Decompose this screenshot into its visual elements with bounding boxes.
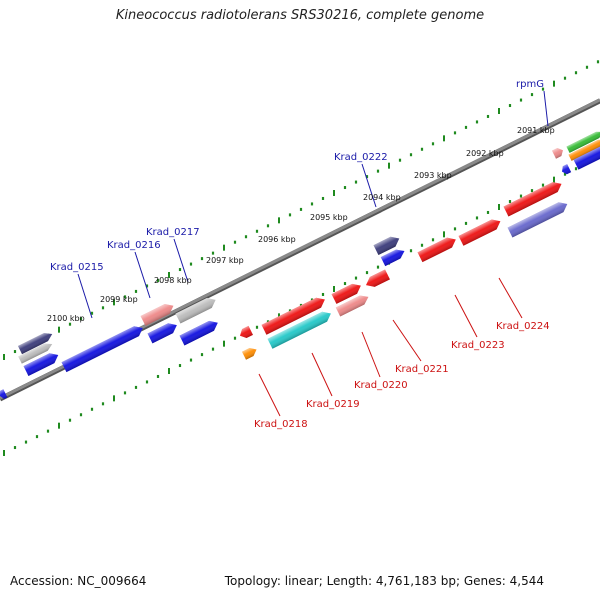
scale-labels: 2091 kbp 2092 kbp 2093 kbp 2094 kbp 2095 kbp… [47, 126, 555, 323]
scale-label: 2096 kbp [258, 235, 296, 244]
gene-arrow-pink-0216[interactable] [140, 301, 176, 326]
gene-arrows [0, 129, 600, 400]
leader-line [258, 373, 281, 417]
gene-label[interactable]: Krad_0219 [306, 399, 360, 410]
length-value: 4,761,183 bp [375, 574, 456, 588]
gene-label[interactable]: Krad_0222 [334, 152, 388, 163]
gene-arrow-orange-0218[interactable] [241, 345, 259, 360]
gene-arrow-rpmg[interactable] [551, 146, 565, 159]
genes-label: Genes: [463, 574, 506, 588]
length-label: Length: [326, 574, 373, 588]
gene-arrow-krad-0219[interactable] [267, 309, 334, 349]
leader-line [361, 163, 377, 208]
leader-line [77, 273, 93, 319]
gene-arrow-krad-0223[interactable] [417, 235, 459, 263]
leader-line [392, 319, 422, 362]
scale-label: 2095 kbp [310, 213, 348, 222]
accession-value: NC_009664 [77, 574, 147, 588]
leader-line [498, 277, 523, 319]
leader-line [134, 251, 151, 299]
accession-label: Accession: [10, 574, 74, 588]
leader-line [173, 238, 189, 283]
gene-label[interactable]: rpmG [516, 79, 544, 90]
gene-arrow-krad-0224-slate[interactable] [507, 199, 570, 238]
leader-line [361, 331, 381, 378]
gene-label[interactable]: Krad_0223 [451, 340, 505, 351]
gene-arrow-blue-long[interactable] [61, 323, 146, 373]
gene-arrow-green[interactable] [566, 129, 600, 153]
gene-label[interactable]: Krad_0221 [395, 364, 449, 375]
genome-stats: Topology: linear; Length: 4,761,183 bp; … [224, 574, 544, 588]
scale-label: 2093 kbp [414, 171, 452, 180]
gene-label[interactable]: Krad_0220 [354, 380, 408, 391]
scale-label: 2097 kbp [206, 256, 244, 265]
gene-label[interactable]: Krad_0217 [146, 227, 200, 238]
gene-arrow-krad-0222-blue[interactable] [380, 246, 407, 267]
topology-label: Topology: [224, 574, 281, 588]
scale-label: 2092 kbp [466, 149, 504, 158]
leader-line [454, 294, 478, 338]
gene-arrow-krad-0220[interactable] [335, 292, 371, 317]
gene-arrow-krad-0221[interactable] [364, 269, 390, 290]
scale-label: 2098 kbp [154, 276, 192, 285]
gene-arrow-left-edge[interactable] [0, 389, 8, 400]
gene-arrow-krad-0219-red[interactable] [261, 295, 328, 335]
gene-arrow-krad-0224[interactable] [503, 179, 564, 217]
leader-line [311, 352, 333, 397]
gene-arrow-blue-right[interactable] [573, 142, 600, 170]
label-leader-lines [77, 90, 549, 417]
topology-value: linear [284, 574, 319, 588]
gene-arrow-krad-0217[interactable] [179, 318, 221, 346]
gene-label[interactable]: Krad_0224 [496, 321, 550, 332]
scale-label: 2094 kbp [363, 193, 401, 202]
gene-label[interactable]: Krad_0215 [50, 262, 104, 273]
map-title: Kineococcus radiotolerans SRS30216, comp… [115, 8, 485, 23]
gene-label[interactable]: Krad_0216 [107, 240, 161, 251]
gene-arrow-krad-0223b[interactable] [458, 216, 503, 246]
gene-arrow-navy[interactable] [17, 330, 54, 355]
scale-label: 2091 kbp [517, 126, 555, 135]
gene-arrow-orange[interactable] [568, 137, 600, 161]
accession-info: Accession: NC_009664 [10, 574, 146, 588]
gene-arrow-blue-small[interactable] [560, 164, 572, 176]
gene-arrow-gray-small[interactable] [18, 340, 54, 364]
scale-label: 2099 kbp [100, 295, 138, 304]
genes-value: 4,544 [509, 574, 544, 588]
gene-label[interactable]: Krad_0218 [254, 419, 308, 430]
gene-arrow-krad-0220-red[interactable] [331, 281, 364, 304]
gene-arrow-blue[interactable] [23, 350, 61, 377]
gene-arrow-krad-0222[interactable] [373, 234, 402, 256]
scale-ticks [3, 60, 600, 457]
gene-arrow-krad-0216[interactable] [147, 320, 180, 344]
gene-labels: rpmG Krad_0222 Krad_0217 Krad_0216Krad_0215… [50, 79, 550, 430]
gene-arrow-krad-0218[interactable] [238, 325, 253, 340]
gene-arrow-gray-0217[interactable] [175, 295, 219, 324]
leader-line [543, 90, 549, 127]
scale-label: 2100 kbp [47, 314, 85, 323]
